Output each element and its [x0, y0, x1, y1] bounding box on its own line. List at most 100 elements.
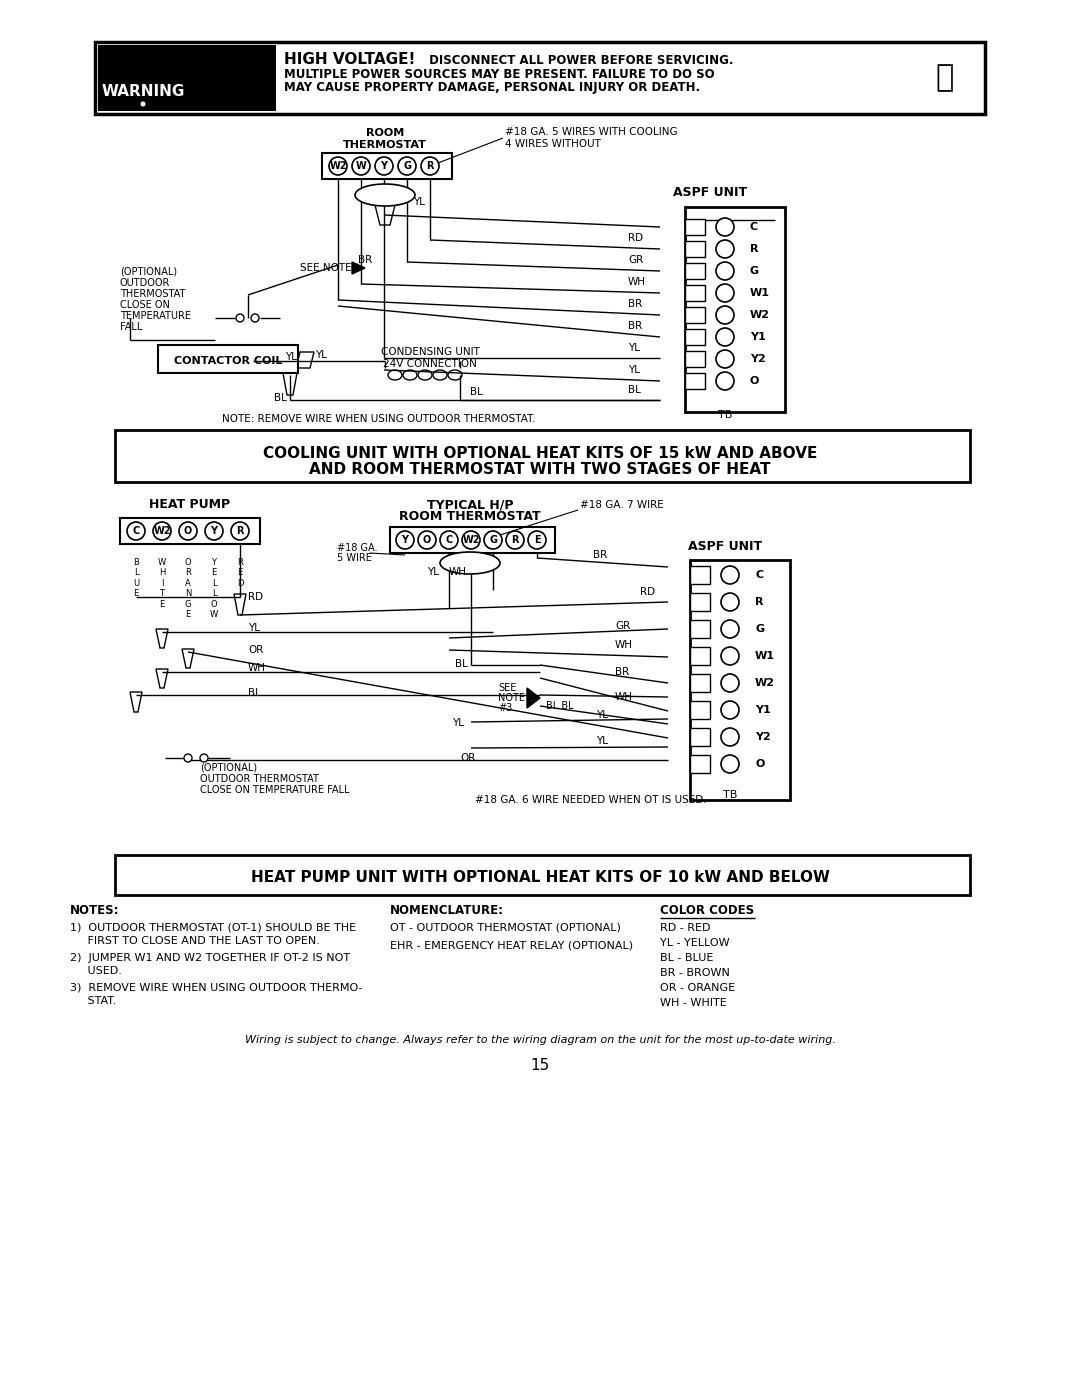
Bar	[690, 620, 710, 638]
Circle shape	[231, 522, 249, 541]
Text: 2)  JUMPER W1 AND W2 TOGETHER IF OT-2 IS NOT: 2) JUMPER W1 AND W2 TOGETHER IF OT-2 IS …	[70, 953, 350, 963]
Text: 1)  OUTDOOR THERMOSTAT (OT-1) SHOULD BE THE: 1) OUTDOOR THERMOSTAT (OT-1) SHOULD BE T…	[70, 923, 356, 933]
Text: C: C	[133, 527, 139, 536]
Circle shape	[440, 531, 458, 549]
Text: MULTIPLE POWER SOURCES MAY BE PRESENT. FAILURE TO DO SO: MULTIPLE POWER SOURCES MAY BE PRESENT. F…	[284, 67, 715, 81]
Text: O: O	[184, 527, 192, 536]
Text: BL - BLUE: BL - BLUE	[660, 953, 714, 963]
Text: (OPTIONAL): (OPTIONAL)	[200, 763, 257, 773]
Text: YL: YL	[453, 718, 464, 728]
Text: FALL: FALL	[120, 321, 143, 332]
Text: RD: RD	[627, 233, 643, 243]
Text: W2: W2	[755, 678, 775, 687]
Circle shape	[716, 306, 734, 324]
Text: CLOSE ON TEMPERATURE FALL: CLOSE ON TEMPERATURE FALL	[200, 785, 350, 795]
Text: FIRST TO CLOSE AND THE LAST TO OPEN.: FIRST TO CLOSE AND THE LAST TO OPEN.	[70, 936, 320, 946]
Text: COOLING UNIT WITH OPTIONAL HEAT KITS OF 15 kW AND ABOVE: COOLING UNIT WITH OPTIONAL HEAT KITS OF …	[262, 446, 818, 461]
Bar	[98, 45, 276, 110]
Ellipse shape	[418, 370, 432, 380]
Text: TYPICAL H/P: TYPICAL H/P	[427, 499, 513, 511]
Text: AND ROOM THERMOSTAT WITH TWO STAGES OF HEAT: AND ROOM THERMOSTAT WITH TWO STAGES OF H…	[309, 462, 771, 478]
Text: SEE NOTE: SEE NOTE	[300, 263, 352, 272]
Text: OR - ORANGE: OR - ORANGE	[660, 983, 735, 993]
Circle shape	[184, 754, 192, 761]
Text: YL: YL	[248, 623, 260, 633]
Bar	[322, 154, 453, 179]
Text: YL: YL	[627, 365, 640, 374]
Circle shape	[421, 156, 438, 175]
Circle shape	[329, 156, 347, 175]
Text: HEAT PUMP UNIT WITH OPTIONAL HEAT KITS OF 10 kW AND BELOW: HEAT PUMP UNIT WITH OPTIONAL HEAT KITS O…	[251, 869, 829, 884]
Text: ASPF UNIT: ASPF UNIT	[688, 541, 762, 553]
Text: O: O	[750, 376, 759, 386]
Circle shape	[721, 566, 739, 584]
Text: WH: WH	[449, 567, 467, 577]
Text: C: C	[445, 535, 453, 545]
Text: R
E
D: R E D	[237, 557, 243, 588]
Circle shape	[127, 522, 145, 541]
Circle shape	[507, 531, 524, 549]
Polygon shape	[156, 629, 168, 648]
Text: YL - YELLOW: YL - YELLOW	[660, 937, 730, 949]
Circle shape	[716, 284, 734, 302]
Text: W1: W1	[750, 288, 770, 298]
Text: YL: YL	[315, 351, 327, 360]
Text: MAY CAUSE PROPERTY DAMAGE, PERSONAL INJURY OR DEATH.: MAY CAUSE PROPERTY DAMAGE, PERSONAL INJU…	[284, 81, 700, 95]
Circle shape	[716, 351, 734, 367]
Text: YL: YL	[596, 710, 608, 719]
Circle shape	[352, 156, 370, 175]
Polygon shape	[156, 669, 168, 687]
Ellipse shape	[433, 370, 447, 380]
Text: W2: W2	[462, 535, 480, 545]
Text: YL: YL	[285, 352, 297, 362]
Text: STAT.: STAT.	[70, 996, 117, 1006]
Text: G: G	[755, 624, 765, 634]
Text: NOTES:: NOTES:	[70, 904, 120, 916]
Text: TEMPERATURE: TEMPERATURE	[120, 312, 191, 321]
Ellipse shape	[440, 552, 500, 574]
Bar	[120, 518, 260, 543]
Text: WH: WH	[627, 277, 646, 286]
Text: #18 GA. 7 WIRE: #18 GA. 7 WIRE	[580, 500, 664, 510]
Text: HIGH VOLTAGE!: HIGH VOLTAGE!	[284, 53, 416, 67]
Bar	[114, 855, 970, 895]
Text: BL: BL	[627, 386, 640, 395]
Text: ROOM THERMOSTAT: ROOM THERMOSTAT	[400, 510, 541, 524]
Circle shape	[721, 754, 739, 773]
Text: HEAT PUMP: HEAT PUMP	[149, 499, 230, 511]
Text: O: O	[423, 535, 431, 545]
Text: BR: BR	[627, 321, 643, 331]
Text: COLOR CODES: COLOR CODES	[660, 904, 754, 916]
Text: W1: W1	[755, 651, 775, 661]
Text: Y1: Y1	[750, 332, 766, 342]
Text: ASPF UNIT: ASPF UNIT	[673, 187, 747, 200]
Text: C: C	[750, 222, 758, 232]
Text: R: R	[750, 244, 758, 254]
Bar	[690, 560, 789, 800]
Text: #3: #3	[498, 703, 512, 712]
Text: BR: BR	[627, 299, 643, 309]
Text: C: C	[755, 570, 764, 580]
Text: WH: WH	[615, 640, 633, 650]
Text: NOTE: REMOVE WIRE WHEN USING OUTDOOR THERMOSTAT.: NOTE: REMOVE WIRE WHEN USING OUTDOOR THE…	[222, 414, 536, 425]
Text: G: G	[750, 265, 759, 277]
Bar	[685, 351, 705, 367]
Text: BR: BR	[357, 256, 373, 265]
Text: B
L
U
E: B L U E	[133, 557, 139, 598]
Text: WH: WH	[615, 692, 633, 703]
Circle shape	[462, 531, 480, 549]
Circle shape	[721, 701, 739, 719]
Bar	[685, 330, 705, 345]
Text: BL: BL	[470, 387, 483, 397]
Text: 15: 15	[530, 1058, 550, 1073]
Bar	[690, 647, 710, 665]
Text: YL: YL	[413, 197, 426, 207]
Polygon shape	[140, 66, 146, 101]
Circle shape	[399, 156, 416, 175]
Text: CONTACTOR COIL: CONTACTOR COIL	[174, 356, 282, 366]
Circle shape	[721, 728, 739, 746]
Text: R: R	[755, 597, 764, 608]
Circle shape	[418, 531, 436, 549]
Bar	[690, 673, 710, 692]
Text: Y
E
L
L
O
W: Y E L L O W	[210, 557, 218, 619]
